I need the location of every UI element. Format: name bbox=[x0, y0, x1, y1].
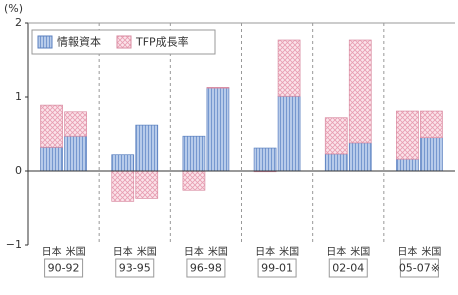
bar-segment bbox=[40, 104, 63, 148]
bar-segment bbox=[396, 110, 419, 160]
x-tick-label: 米国 bbox=[66, 245, 86, 258]
bar-segment bbox=[135, 170, 159, 199]
y-tick-label: −1 bbox=[6, 238, 22, 251]
x-tick-label: 日本 bbox=[255, 245, 275, 258]
bar-segment bbox=[64, 111, 87, 137]
y-tick-label: 1 bbox=[15, 90, 22, 103]
group-label-box bbox=[328, 258, 368, 278]
bar-segment bbox=[135, 124, 159, 172]
y-tick-label: 2 bbox=[15, 16, 22, 29]
bar-segment bbox=[206, 87, 230, 89]
bar-segment bbox=[182, 170, 206, 191]
x-tick-label: 米国 bbox=[208, 245, 228, 258]
legend-swatch bbox=[116, 35, 132, 49]
bar-segment bbox=[420, 110, 443, 139]
legend-label: 情報資本 bbox=[57, 35, 101, 49]
legend-swatch bbox=[37, 35, 53, 49]
group-label: 90-92 bbox=[48, 262, 80, 275]
bar-segment bbox=[277, 39, 301, 97]
x-tick-label: 日本 bbox=[326, 245, 346, 258]
bar-segment bbox=[396, 158, 419, 172]
legend-label: TFP成長率 bbox=[135, 35, 189, 49]
bar-segment bbox=[348, 39, 372, 144]
group-label-box bbox=[186, 258, 226, 278]
bar-segment bbox=[348, 142, 372, 172]
x-tick-label: 米国 bbox=[350, 245, 370, 258]
bar-segment bbox=[111, 154, 135, 172]
x-tick-label: 日本 bbox=[397, 245, 417, 258]
group-label: 02-04 bbox=[332, 262, 364, 275]
bar-segment bbox=[324, 153, 348, 172]
x-tick-label: 米国 bbox=[421, 245, 441, 258]
bar-segment bbox=[182, 135, 206, 172]
bar-segment bbox=[277, 95, 301, 172]
bar-segment bbox=[420, 137, 443, 172]
group-label-box bbox=[115, 258, 155, 278]
group-label-box bbox=[399, 258, 439, 278]
x-tick-label: 米国 bbox=[279, 245, 299, 258]
bar-segment bbox=[40, 146, 63, 172]
group-label-box bbox=[44, 258, 84, 278]
group-label-box bbox=[257, 258, 297, 278]
bar-segment bbox=[111, 170, 135, 202]
x-tick-label: 日本 bbox=[113, 245, 133, 258]
group-label: 99-01 bbox=[261, 262, 293, 275]
y-axis-unit: (%) bbox=[4, 2, 23, 15]
group-label: 93-95 bbox=[119, 262, 151, 275]
x-tick-label: 日本 bbox=[184, 245, 204, 258]
bar-segment bbox=[206, 87, 230, 172]
x-tick-label: 日本 bbox=[42, 245, 62, 258]
group-label: 05-07※ bbox=[399, 262, 440, 275]
group-label: 96-98 bbox=[190, 262, 222, 275]
x-tick-label: 米国 bbox=[137, 245, 157, 258]
y-tick-label: 0 bbox=[15, 164, 22, 177]
bar-segment bbox=[324, 117, 348, 155]
bar-segment bbox=[64, 135, 87, 172]
bar-segment bbox=[253, 147, 277, 172]
